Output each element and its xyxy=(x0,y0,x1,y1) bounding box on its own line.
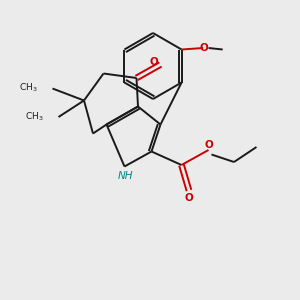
Text: O: O xyxy=(205,140,214,150)
Text: O: O xyxy=(199,43,208,53)
Text: NH: NH xyxy=(117,171,133,181)
Text: CH$_3$: CH$_3$ xyxy=(20,81,38,94)
Text: O: O xyxy=(149,56,158,67)
Text: CH$_3$: CH$_3$ xyxy=(26,111,44,123)
Text: O: O xyxy=(184,193,194,203)
